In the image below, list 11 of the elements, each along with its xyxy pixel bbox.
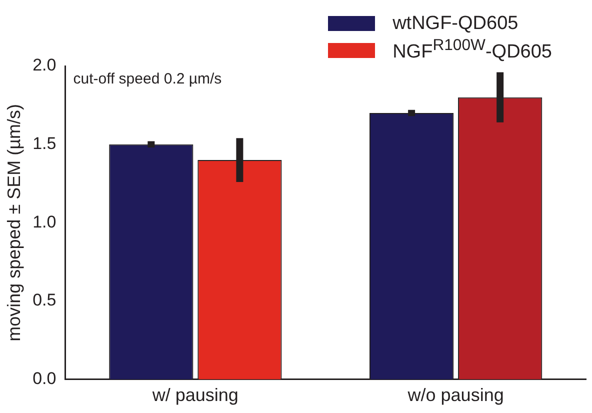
legend-label: NGF$^{R100W}$-QD605: [392, 37, 552, 64]
y-tick-label: 0.0: [32, 369, 56, 388]
y-tick-label: 1.5: [32, 134, 56, 154]
y-tick-label: 0.5: [32, 290, 56, 310]
x-tick-label: w/ pausing: [151, 385, 238, 406]
x-tick-label: w/o pausing: [406, 385, 504, 406]
y-axis-title: moving speped ± SEM (µm/s): [4, 104, 24, 342]
y-tick-label: 2.0: [32, 56, 56, 75]
annotation: cut-off speed 0.2 µm/s: [73, 70, 222, 88]
y-tick-label: 1.0: [32, 212, 56, 232]
legend-label: wtNGF-QD605: [392, 12, 518, 34]
